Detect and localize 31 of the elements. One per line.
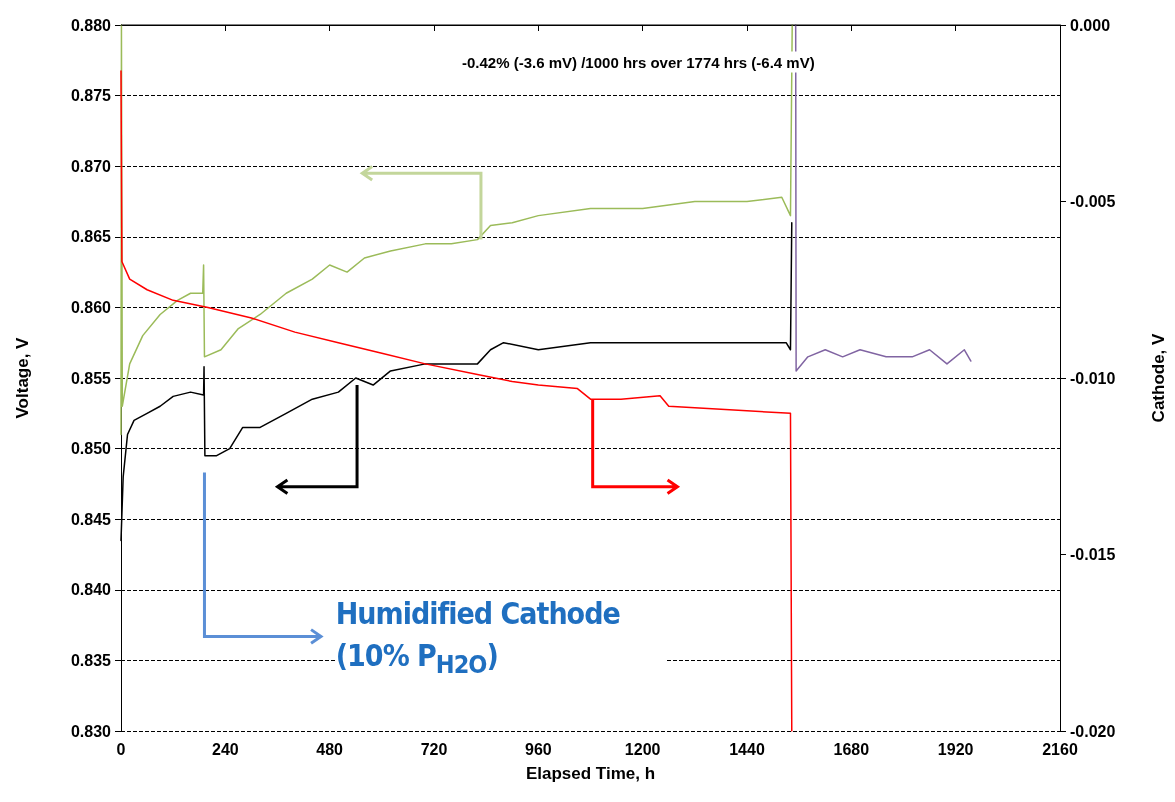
x-tick-label: 1440 (729, 740, 765, 758)
y-tick-label: 0.875 (70, 87, 112, 105)
x-tick-label: 240 (211, 740, 239, 758)
y2-tick-label: 0.000 (1070, 16, 1111, 34)
x-tick-label: 2160 (1042, 740, 1078, 758)
x-axis-title: Elapsed Time, h (525, 764, 656, 783)
x-tick-label: 1680 (833, 740, 870, 758)
x-tick-label: 480 (316, 740, 344, 758)
y-tick-label: 0.880 (70, 16, 112, 34)
y-tick-label: 0.855 (70, 369, 112, 387)
y2-tick-label: -0.005 (1070, 193, 1116, 210)
y-tick-label: 0.845 (70, 510, 112, 528)
y2-tick-label: -0.020 (1070, 722, 1116, 740)
y2-axis-title: Cathode, V (1149, 332, 1168, 423)
x-tick-label: 720 (420, 740, 448, 758)
y-tick-label: 0.870 (70, 157, 112, 175)
y-tick-label: 0.865 (70, 228, 112, 246)
x-tick-label: 960 (524, 740, 552, 758)
y-tick-label: 0.840 (70, 581, 112, 599)
y-tick-label: 0.835 (70, 651, 112, 669)
y-tick-label: 0.830 (70, 722, 112, 740)
x-tick-label: 1200 (624, 740, 661, 758)
y-axis-title: Voltage, V (13, 336, 32, 419)
annotation: -0.42% (-3.6 mV) /1000 hrs over 1774 hrs (-6.4 mV) (457, 51, 819, 73)
y-tick-label: 0.860 (70, 298, 112, 316)
y2-tick-label: -0.015 (1070, 546, 1116, 563)
x-tick-label: 1920 (937, 740, 974, 758)
x-tick-label: 0 (116, 740, 126, 758)
y2-tick-label: -0.010 (1070, 369, 1116, 387)
annotation: Humidified Cathode (10% P$_{H2O}$) (335, 592, 666, 686)
y-tick-label: 0.850 (70, 440, 112, 458)
